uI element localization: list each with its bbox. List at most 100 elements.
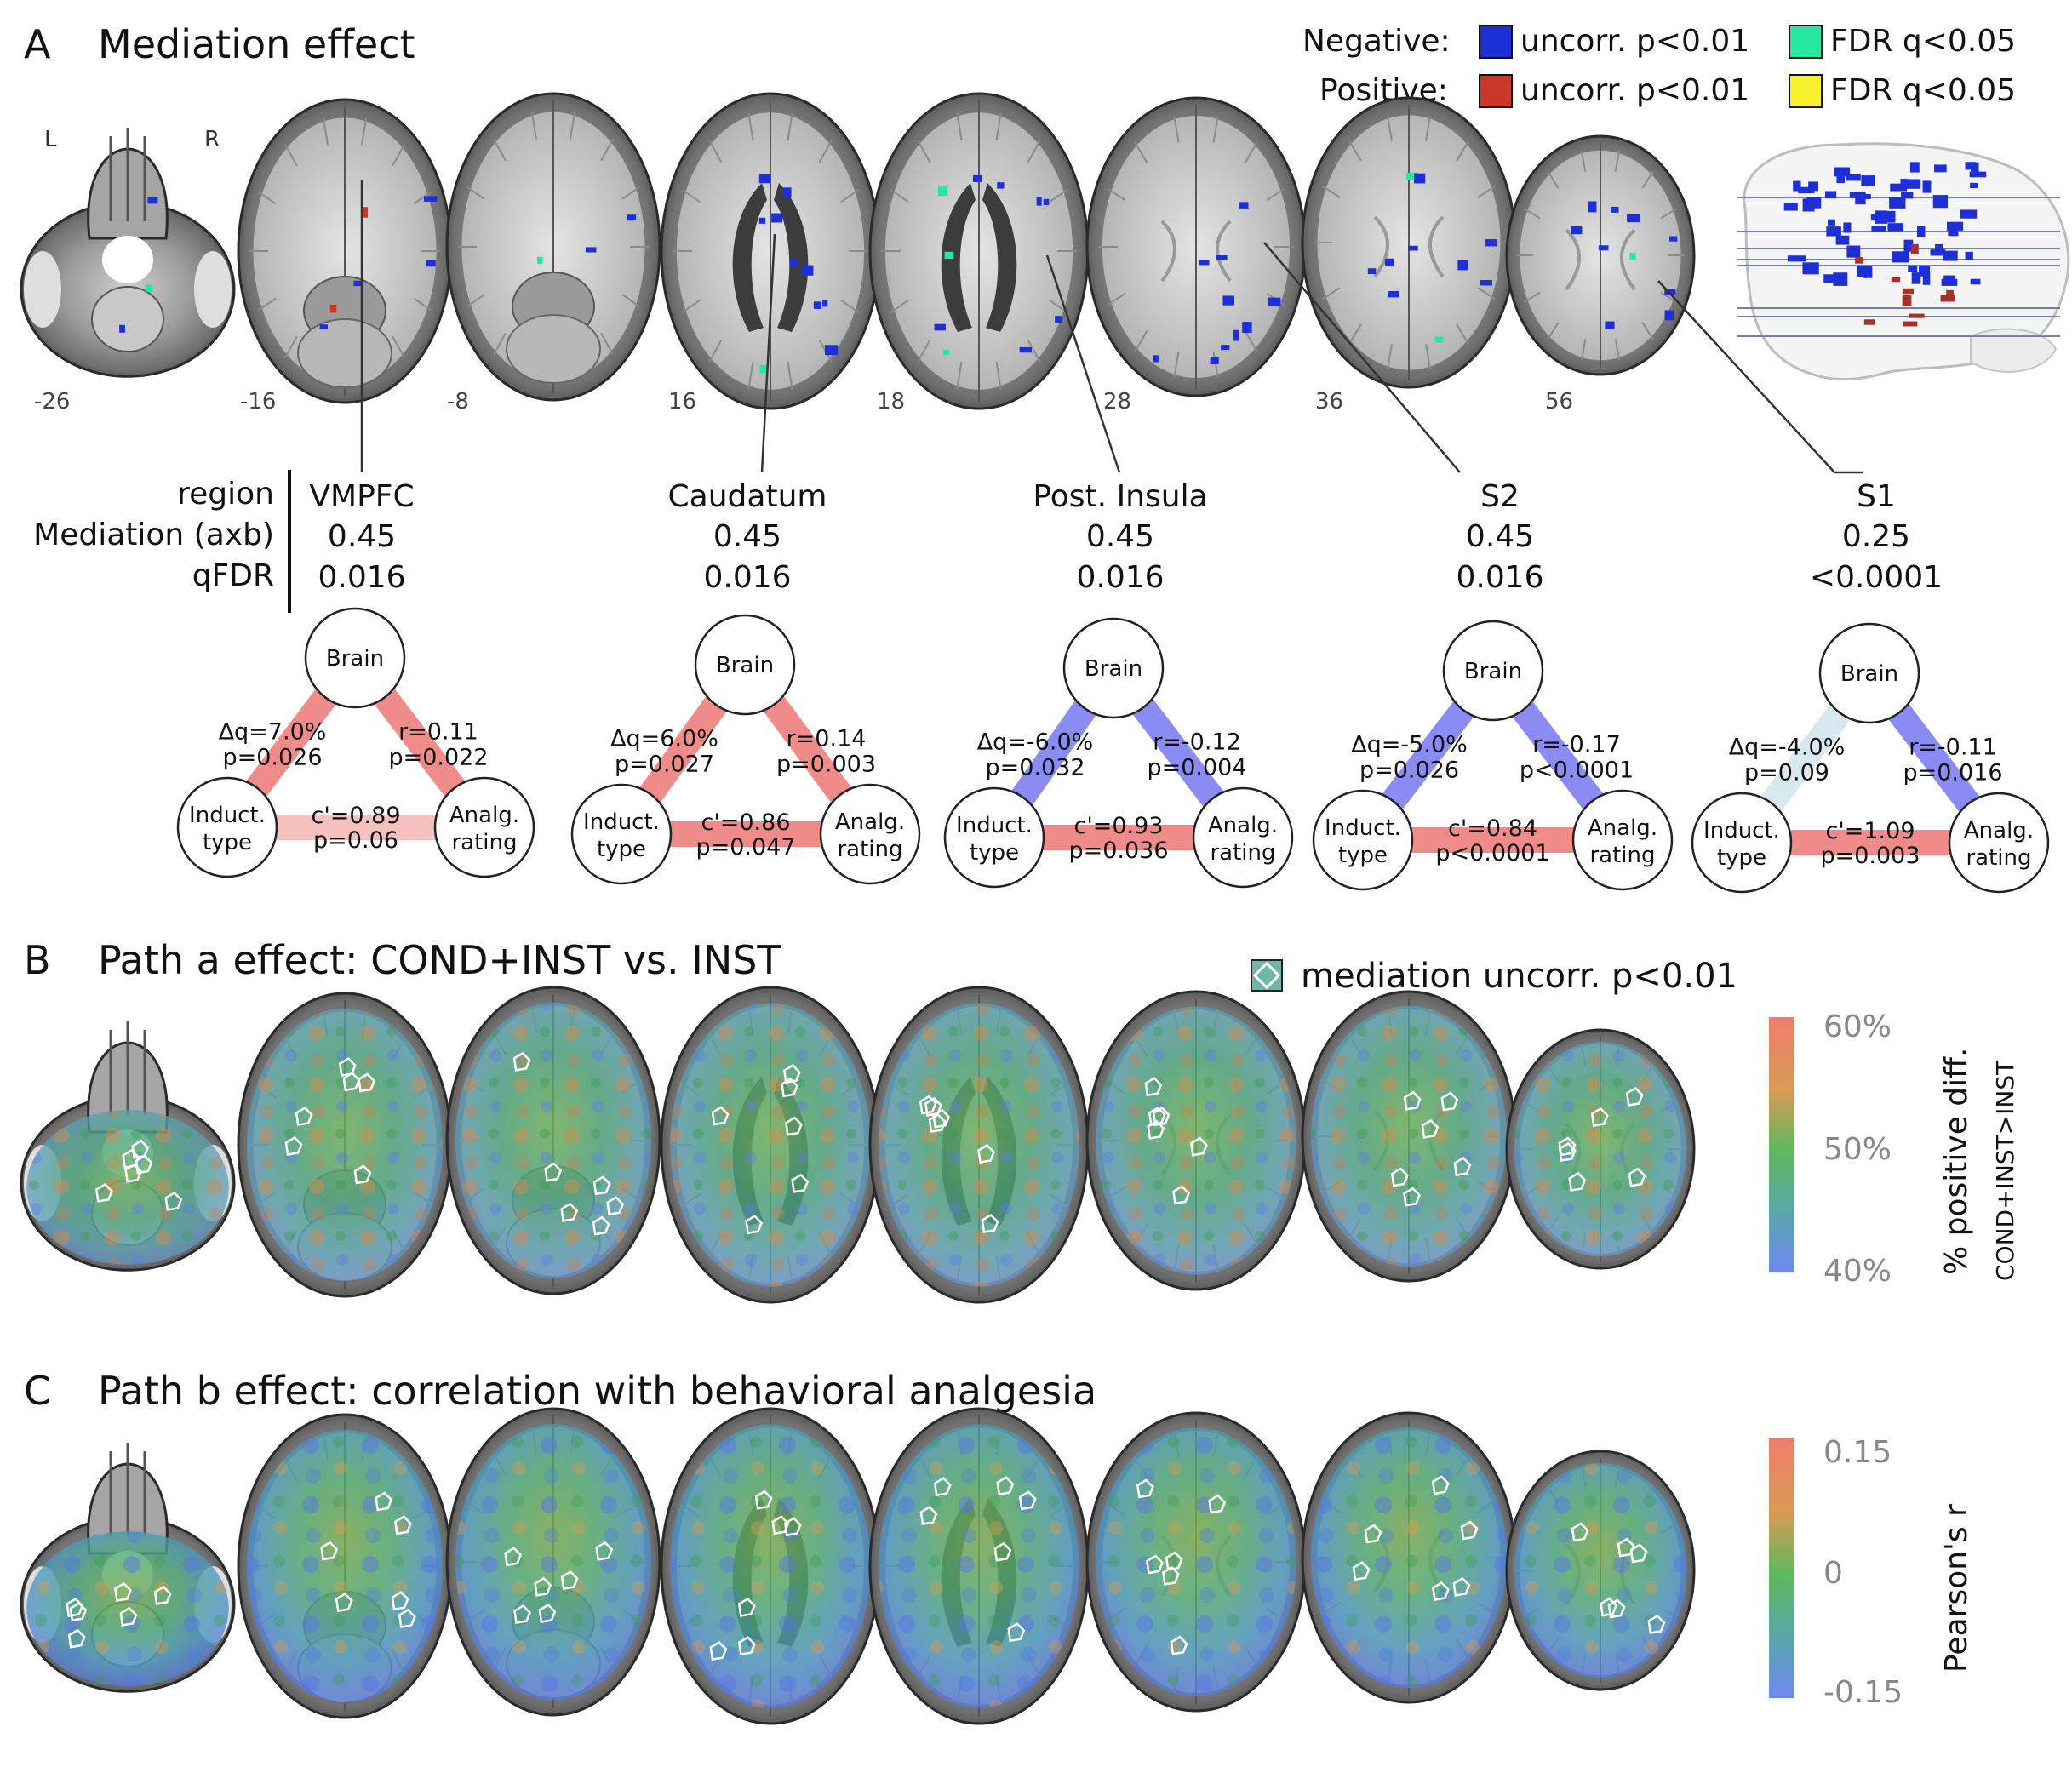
- region-name: Caudatum: [668, 479, 827, 514]
- mediation-cluster-outline: [560, 1570, 579, 1590]
- path-c-pvalue: p<0.0001: [1435, 840, 1549, 866]
- analgesia-rating-node: Analg.rating: [1948, 792, 2050, 894]
- sagittal-voxel: [1824, 191, 1837, 199]
- legend-pos-uncorr-label: uncorr. p<0.01: [1520, 73, 1749, 108]
- slice-sulcus: [1134, 141, 1148, 163]
- path-a-effect: Δq=-6.0%: [977, 729, 1094, 756]
- sagittal-voxel: [1798, 186, 1815, 194]
- slice-sulcus: [1173, 116, 1180, 143]
- activation-voxel: [1268, 297, 1281, 307]
- mediation-cluster-outline: [1146, 1554, 1164, 1575]
- slice-brainstem: [91, 286, 164, 352]
- mediation-cluster-outline: [782, 1064, 801, 1084]
- brain-node: Brain: [304, 607, 406, 709]
- region-column: S1 0.25 <0.0001 Brain Induct.type Analg.ratin…: [1691, 479, 2050, 894]
- node-label: type: [1717, 845, 1766, 871]
- path-c-effect: c'=1.09: [1825, 818, 1915, 844]
- slice-sulcus: [1244, 141, 1258, 163]
- slice-effect-texture: [879, 1003, 1079, 1287]
- region-mediation-value: 0.45: [328, 519, 396, 554]
- slice-sulcus: [1524, 208, 1541, 220]
- mediation-cluster-outline: [504, 1547, 523, 1567]
- slice-sulcus: [840, 188, 860, 203]
- path-b-effect: r=0.11: [398, 719, 478, 746]
- colorbar-c-label: Pearson's r: [1939, 1504, 1974, 1673]
- slice-temporal-left: [24, 251, 61, 328]
- node-circle: [943, 786, 1045, 889]
- overlay-legend-swatch: [1251, 959, 1283, 992]
- slice-gyri: [109, 1021, 146, 1115]
- panel-a-letter: A: [24, 21, 51, 67]
- activation-voxel: [934, 323, 946, 331]
- mediation-cluster-outline: [932, 1108, 951, 1129]
- activation-voxel: [1367, 268, 1377, 275]
- slice-effect-texture: [1096, 1427, 1296, 1696]
- mediation-cluster-outline: [67, 1628, 86, 1649]
- path-a-pvalue: p=0.026: [1359, 758, 1459, 784]
- slice-sulcus: [995, 361, 1002, 390]
- mediation-cluster-outline: [1403, 1187, 1422, 1207]
- brain-slice: [1085, 1411, 1307, 1713]
- slice-sulcus: [1212, 351, 1219, 378]
- region-callout-lines: [360, 180, 1863, 474]
- node-circle: [1571, 789, 1674, 891]
- slice-sulcus: [708, 140, 723, 163]
- path-c-effect: c'=0.89: [311, 803, 400, 829]
- slice-sulcus: [818, 140, 833, 163]
- legend-swatch-pos-uncorr: [1479, 74, 1513, 108]
- mediation-cluster-outline: [560, 1202, 579, 1222]
- activation-voxel: [759, 364, 768, 374]
- slice-sulcus: [1660, 208, 1677, 220]
- mediation-cluster-outline: [394, 1515, 412, 1535]
- sagittal-voxel-positive: [1910, 243, 1919, 254]
- mediation-cluster-outline: [1607, 1598, 1626, 1619]
- node-label: type: [970, 840, 1019, 866]
- brain-slice: [20, 128, 236, 378]
- mediation-cluster-outline: [1452, 1576, 1471, 1597]
- slice-sulcus: [530, 112, 537, 140]
- slice-sulcus: [1107, 292, 1126, 306]
- slice-sulcus: [413, 297, 432, 312]
- colorbar-b-tick-bottom: 40%: [1823, 1254, 1892, 1289]
- mediation-cluster-outline: [785, 1116, 803, 1136]
- slice-sulcus: [1614, 150, 1621, 172]
- slice-sulcus: [1386, 344, 1393, 370]
- orientation-right-label: R: [204, 127, 220, 152]
- mediation-path-diagram: BrainInduct.typeAnalg.ratingΔq=7.0%p=0.0…: [176, 607, 535, 878]
- slice-effect-texture: [1311, 1427, 1507, 1688]
- mediation-cluster-outline: [592, 1215, 610, 1236]
- slice-deep-sulci: [1373, 215, 1445, 278]
- mediation-cluster-outline: [513, 1604, 531, 1624]
- activation-voxel: [1571, 226, 1583, 235]
- mediation-cluster-outline: [338, 1057, 357, 1078]
- mediation-cluster-outline: [164, 1191, 183, 1211]
- node-label: Analg.: [835, 809, 905, 835]
- colorbar-c-tick-mid: 0: [1823, 1556, 1843, 1591]
- activation-voxel: [789, 259, 798, 266]
- slice-effect-texture: [670, 1003, 871, 1287]
- slice-sulcus: [840, 299, 860, 314]
- brain-slice: [1301, 990, 1517, 1283]
- mediation-overlay-legend: mediation uncorr. p<0.01: [1251, 957, 1737, 996]
- mediation-cluster-outline: [1590, 1107, 1609, 1127]
- brain-node: Brain: [1442, 620, 1544, 722]
- slice-sulcus: [1107, 187, 1126, 202]
- sagittal-voxel-positive: [1863, 319, 1875, 325]
- path-c-effect: c'=0.86: [701, 809, 790, 836]
- node-label: Analg.: [1588, 815, 1657, 841]
- brain-node: Brain: [694, 614, 796, 716]
- region-mediation-value: 0.25: [1842, 519, 1910, 554]
- slice-effect-texture: [247, 1008, 443, 1282]
- mediation-cluster-outline: [1147, 1119, 1165, 1140]
- sagittal-voxel: [1793, 180, 1801, 192]
- path-c-pvalue: p=0.047: [695, 834, 795, 861]
- node-label: Induct.: [956, 813, 1033, 838]
- activation-voxel: [319, 324, 329, 329]
- mediation-cluster-outline: [737, 1636, 756, 1656]
- node-label: type: [1338, 843, 1388, 868]
- path-b-pvalue: p=0.022: [388, 745, 488, 771]
- analgesia-rating-node: Analg.rating: [819, 783, 921, 885]
- sagittal-voxel: [1917, 226, 1926, 237]
- mediation-cluster-outline: [919, 1095, 937, 1115]
